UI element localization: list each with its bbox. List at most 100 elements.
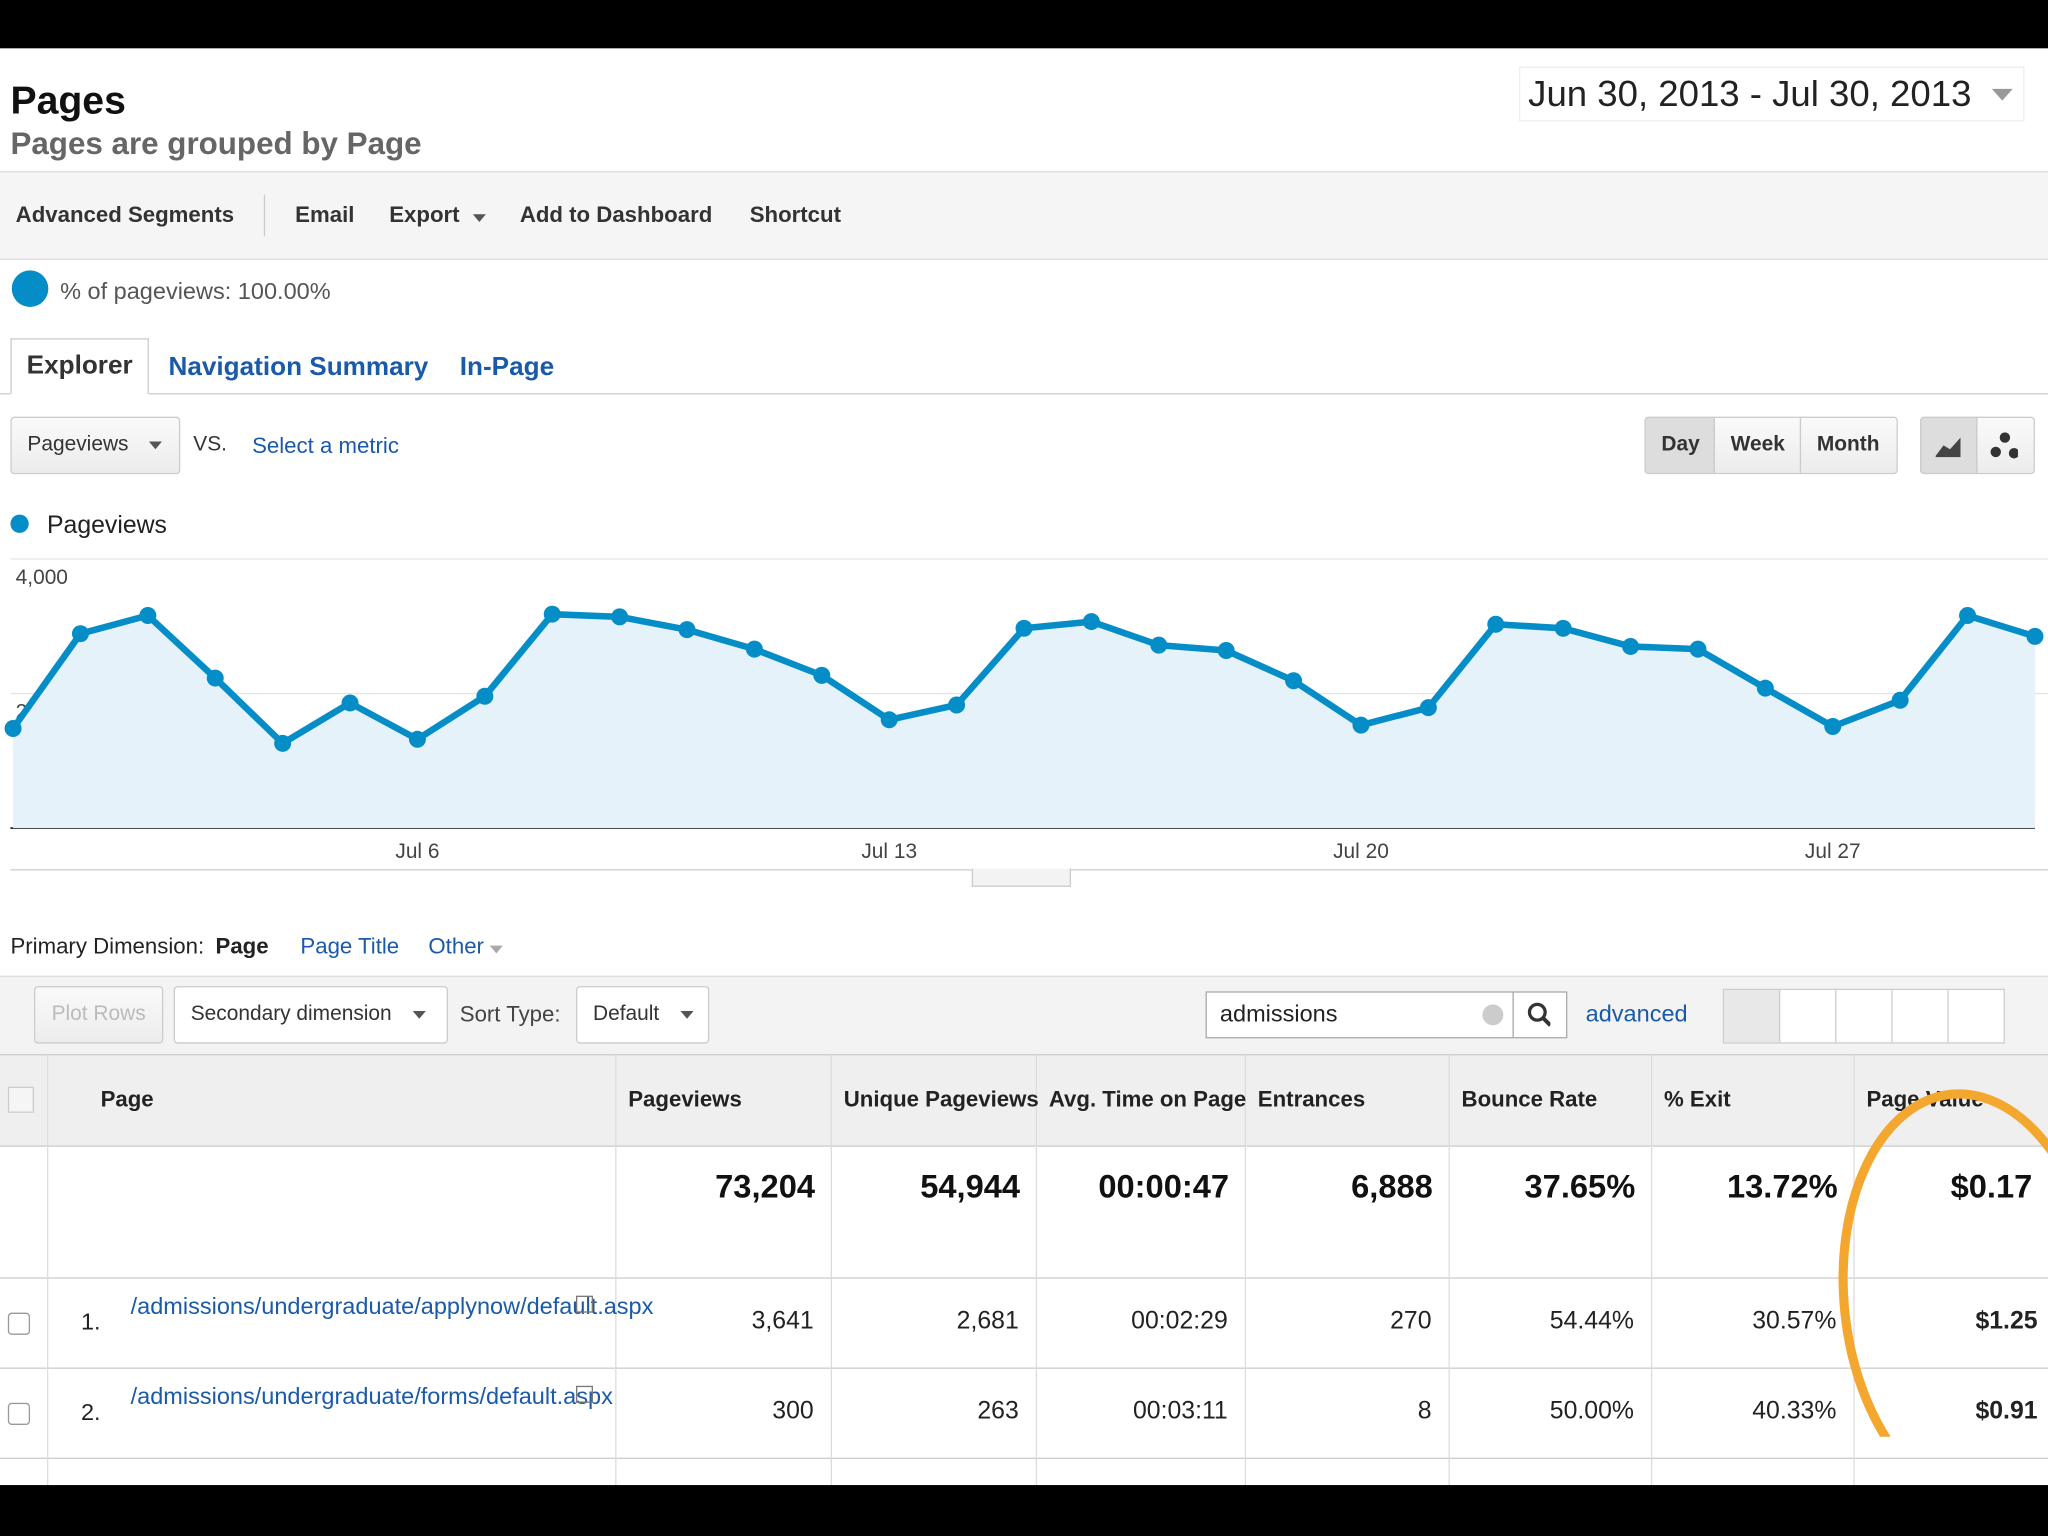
row-border bbox=[0, 1457, 2048, 1459]
row-checkbox[interactable] bbox=[7, 1402, 31, 1425]
secondary-dimension[interactable]: Secondary dimension bbox=[173, 986, 448, 1044]
tab[interactable]: Navigation Summary bbox=[168, 352, 429, 382]
toolbar-divider bbox=[263, 194, 266, 237]
row-border bbox=[0, 1277, 2048, 1279]
clear-search[interactable] bbox=[1482, 1004, 1504, 1026]
motion-chart-button[interactable] bbox=[1976, 416, 2035, 475]
header-checkbox[interactable] bbox=[7, 1086, 34, 1113]
column-header[interactable]: % Exit bbox=[1663, 1086, 1731, 1112]
interval-day[interactable]: Day bbox=[1644, 416, 1715, 475]
point bbox=[1015, 619, 1033, 637]
point bbox=[678, 621, 696, 639]
sort-label: Sort Type: bbox=[459, 1001, 561, 1027]
dimension-option-active[interactable]: Page bbox=[215, 933, 269, 959]
area bbox=[13, 614, 2035, 829]
tab-baseline bbox=[0, 393, 2048, 395]
x-tick-label: Jul 20 bbox=[1333, 840, 1389, 863]
cell-value: 8 bbox=[1417, 1397, 1432, 1425]
sort-dropdown[interactable]: Default bbox=[575, 986, 710, 1044]
point bbox=[745, 640, 763, 658]
total-value: $0.17 bbox=[1950, 1168, 2033, 1206]
view-pie[interactable] bbox=[1780, 990, 1837, 1043]
point bbox=[206, 669, 224, 687]
chart-collapse[interactable] bbox=[971, 868, 1072, 887]
line-chart-button[interactable] bbox=[1919, 416, 1978, 475]
page-link[interactable]: /admissions/undergraduate/forms/default.… bbox=[130, 1383, 613, 1410]
point bbox=[1622, 637, 1640, 655]
column-header[interactable]: Page Value bbox=[1866, 1086, 1984, 1112]
toolbar-button[interactable]: Email bbox=[295, 202, 355, 228]
x-tick-label: Jul 27 bbox=[1805, 840, 1861, 863]
select-metric[interactable]: Select a metric bbox=[252, 433, 399, 459]
column-header[interactable]: Entrances bbox=[1257, 1086, 1366, 1112]
dimension-option[interactable]: Page Title bbox=[300, 933, 400, 959]
point bbox=[543, 605, 561, 623]
x-tick-label: Jul 6 bbox=[395, 840, 439, 863]
row-border bbox=[0, 1054, 2048, 1056]
total-value: 54,944 bbox=[920, 1168, 1021, 1206]
interval-month[interactable]: Month bbox=[1799, 416, 1898, 475]
x-tick-label: Jul 13 bbox=[861, 840, 917, 863]
column-header[interactable]: Pageviews bbox=[628, 1086, 742, 1112]
point bbox=[1217, 642, 1235, 659]
external-link-icon[interactable] bbox=[575, 1385, 593, 1403]
toolbar bbox=[0, 171, 2048, 260]
advanced-filter[interactable]: advanced bbox=[1585, 1000, 1688, 1027]
column-header[interactable]: Unique Pageviews bbox=[843, 1086, 1039, 1112]
cell-value: 270 bbox=[1390, 1307, 1432, 1335]
search-input[interactable]: admissions bbox=[1205, 991, 1514, 1039]
data-table: Page Pageviews Unique Pageviews Avg. Time o… bbox=[0, 1054, 2048, 1486]
row-checkbox[interactable] bbox=[7, 1312, 31, 1335]
page-title: Pages bbox=[10, 79, 126, 123]
toolbar-button[interactable]: Add to Dashboard bbox=[519, 202, 713, 228]
external-link-icon[interactable] bbox=[575, 1295, 593, 1313]
plot-rows[interactable]: Plot Rows bbox=[33, 986, 164, 1044]
cell-value: 263 bbox=[977, 1397, 1019, 1425]
view-table[interactable] bbox=[1724, 990, 1781, 1043]
search-button[interactable] bbox=[1512, 991, 1568, 1039]
toolbar-button[interactable]: Export bbox=[389, 202, 486, 228]
toolbar-button[interactable]: Shortcut bbox=[749, 202, 841, 228]
vs-label: VS. bbox=[193, 433, 227, 456]
line-icon bbox=[1935, 437, 1961, 458]
point bbox=[1756, 679, 1774, 697]
page-link[interactable]: /admissions/undergraduate/applynow/defau… bbox=[130, 1293, 654, 1320]
view-pivot[interactable] bbox=[1949, 990, 2004, 1042]
column-border bbox=[615, 1054, 617, 1486]
point bbox=[1082, 613, 1100, 631]
column-header[interactable]: Bounce Rate bbox=[1461, 1086, 1598, 1112]
row-index: 1. bbox=[80, 1308, 101, 1335]
point bbox=[1689, 640, 1707, 658]
point bbox=[2026, 627, 2044, 645]
point bbox=[1285, 672, 1303, 690]
toolbar-button-text: Export bbox=[389, 202, 460, 228]
cell-value: 2,681 bbox=[956, 1307, 1019, 1335]
cell-value: 300 bbox=[772, 1397, 814, 1425]
dimension-option-text: Other bbox=[428, 933, 484, 959]
interval-week[interactable]: Week bbox=[1713, 416, 1802, 475]
point bbox=[1891, 691, 1909, 709]
metric-dropdown[interactable]: Pageviews bbox=[10, 416, 181, 475]
tab-active[interactable]: Explorer bbox=[10, 338, 149, 395]
point bbox=[476, 687, 494, 705]
point bbox=[880, 711, 898, 729]
dimension-label: Primary Dimension: bbox=[10, 933, 205, 959]
dimension-option[interactable]: Other bbox=[428, 933, 503, 960]
view-performance[interactable] bbox=[1836, 990, 1893, 1043]
segment-label: % of pageviews: 100.00% bbox=[60, 278, 331, 305]
column-header[interactable]: Avg. Time on Page bbox=[1048, 1086, 1247, 1112]
column-header[interactable]: Page bbox=[100, 1086, 154, 1112]
point bbox=[813, 666, 831, 684]
row-index: 2. bbox=[80, 1398, 101, 1425]
view-comparison[interactable] bbox=[1893, 990, 1949, 1043]
date-range[interactable]: Jun 30, 2013 - Jul 30, 2013 bbox=[1519, 66, 2025, 122]
point bbox=[1419, 699, 1437, 717]
cell-value: 54.44% bbox=[1549, 1307, 1634, 1335]
point bbox=[274, 734, 292, 752]
total-value: 73,204 bbox=[715, 1168, 816, 1206]
tab[interactable]: In-Page bbox=[459, 352, 555, 382]
column-border bbox=[1650, 1054, 1653, 1486]
cell-value: 30.57% bbox=[1752, 1307, 1837, 1335]
legend-marker bbox=[10, 514, 29, 533]
toolbar-button[interactable]: Advanced Segments bbox=[15, 202, 235, 228]
